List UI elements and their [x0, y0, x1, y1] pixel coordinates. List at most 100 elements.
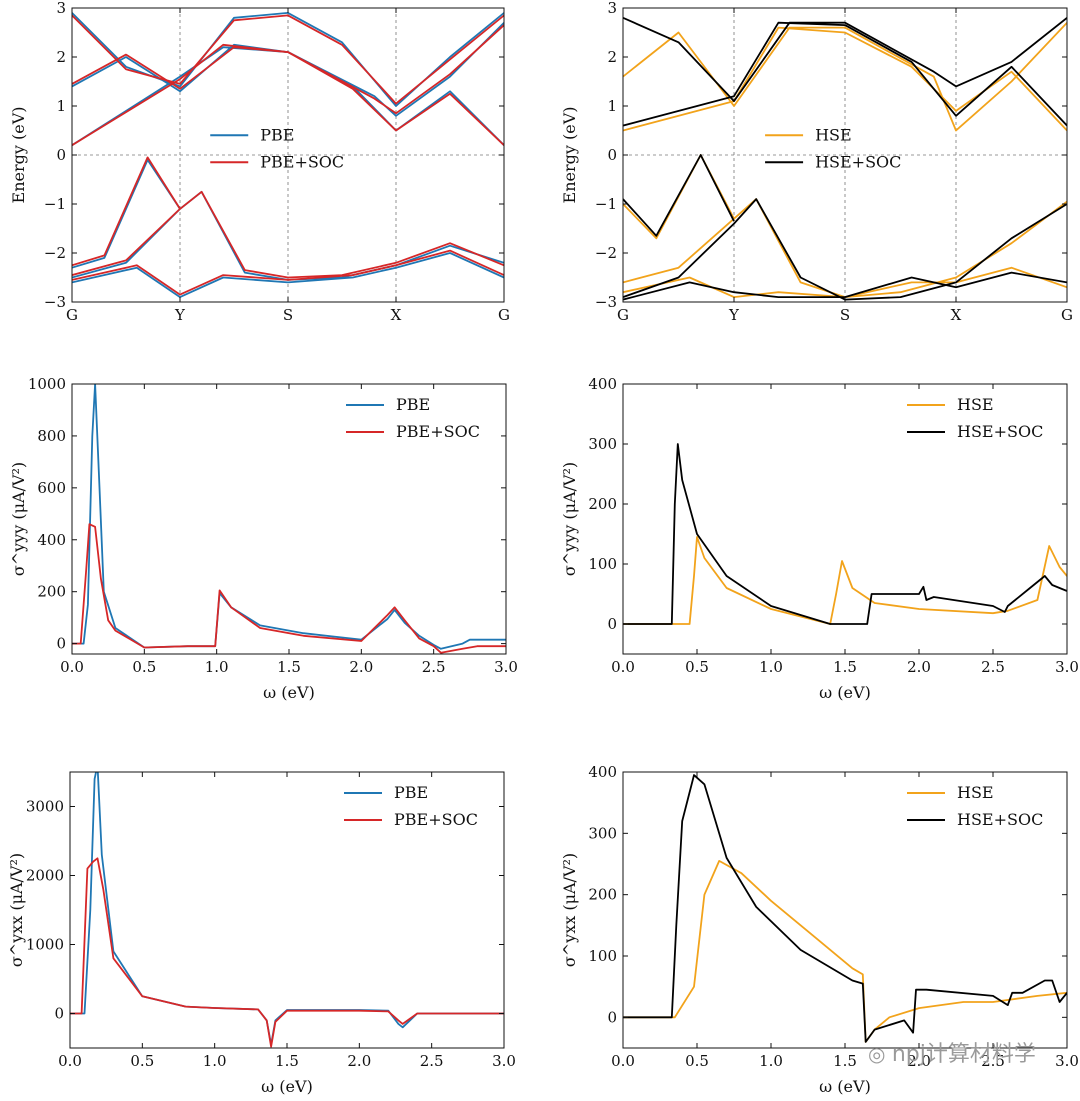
x-tick-label: G [1061, 306, 1073, 324]
series-line-pbe [72, 159, 181, 269]
x-tick-label: 2.5 [981, 1052, 1005, 1070]
y-tick-label: 800 [37, 427, 66, 445]
wechat-icon: ◎ [868, 1042, 892, 1066]
y-tick-label: 300 [588, 435, 617, 453]
series-line-pbe-soc [70, 857, 504, 1048]
series-line-pbe [72, 252, 504, 298]
y-tick-label: 400 [588, 375, 617, 393]
watermark: ◎ npj计算材料学 [868, 1036, 1036, 1068]
series-line-pbe-soc [72, 190, 504, 279]
x-tick-label: 3.0 [1055, 658, 1079, 676]
x-axis-label: ω (eV) [261, 1077, 313, 1096]
x-tick-label: 2.5 [422, 658, 446, 676]
legend-label: PBE [260, 125, 294, 144]
x-tick-label: 0.0 [60, 658, 84, 676]
x-tick-label: 0.5 [132, 658, 156, 676]
chart-panel-sigma-yxx-pbe: 0.0 0.5 1.0 1.5 2.0 2.5 3.0 0 1000 2000 3000 ω (eV)… [7, 771, 516, 1096]
y-tick-label: −3 [595, 293, 617, 311]
chart-panel-sigma-yxx-hse: 0.0 0.5 1.0 1.5 2.0 2.5 3.0 0 100 200 300 400 ω (eV)… [560, 763, 1079, 1096]
plot-area [623, 443, 1067, 625]
x-tick-label: X [951, 306, 962, 324]
series-line-pbe-soc [72, 24, 504, 115]
y-tick-label: 3000 [26, 798, 64, 816]
y-tick-label: 0 [56, 146, 66, 164]
x-axis-label: ω (eV) [819, 1077, 871, 1096]
series-line-pbe-soc [72, 14, 504, 105]
legend-label: HSE [957, 395, 994, 414]
series-line-hse [623, 860, 1067, 1043]
y-tick-label: 200 [37, 583, 66, 601]
x-tick-label: 2.0 [349, 658, 373, 676]
x-tick-label: 1.0 [203, 1052, 227, 1070]
y-tick-label: 300 [588, 824, 617, 842]
y-tick-label: 2000 [26, 867, 64, 885]
y-tick-label: 1000 [28, 375, 66, 393]
y-axis-label: σ^yxx (μA/V²) [7, 853, 26, 967]
y-tick-label: 200 [588, 886, 617, 904]
y-axis-label: Energy (eV) [560, 107, 579, 204]
series-line-hse-soc [623, 198, 1067, 301]
legend-label: HSE+SOC [957, 810, 1043, 829]
y-axis-label: σ^yyy (μA/V²) [560, 462, 579, 576]
chart-panel-sigma-yyy-pbe: 0.0 0.5 1.0 1.5 2.0 2.5 3.0 0 200 400 600 800 1000 ω … [9, 375, 518, 702]
x-tick-label: 3.0 [494, 658, 518, 676]
y-tick-label: 200 [588, 495, 617, 513]
series-line-pbe-soc [72, 156, 181, 267]
legend-label: PBE+SOC [260, 152, 344, 171]
x-axis-label: ω (eV) [263, 683, 315, 702]
x-tick-label: 1.5 [275, 1052, 299, 1070]
plot-area [70, 772, 504, 1048]
y-tick-label: −1 [44, 195, 66, 213]
y-tick-label: 2 [56, 48, 66, 66]
x-axis-label: ω (eV) [819, 683, 871, 702]
y-tick-label: 3 [56, 0, 66, 17]
x-tick-label: 0.5 [685, 658, 709, 676]
y-tick-label: 0 [607, 146, 617, 164]
series-line-hse-soc [623, 774, 1067, 1043]
x-tick-label: 2.0 [907, 1052, 931, 1070]
x-tick-label: 1.0 [759, 658, 783, 676]
plot-area [623, 774, 1067, 1043]
x-tick-label: Y [174, 306, 186, 324]
y-tick-label: 400 [37, 531, 66, 549]
y-tick-label: 1000 [26, 936, 64, 954]
x-tick-label: S [840, 306, 850, 324]
x-tick-label: 1.5 [277, 658, 301, 676]
legend-label: PBE+SOC [394, 810, 478, 829]
y-tick-label: 100 [588, 555, 617, 573]
x-tick-label: 3.0 [492, 1052, 516, 1070]
y-axis-label: σ^yyy (μA/V²) [9, 462, 28, 576]
x-tick-label: 1.0 [205, 658, 229, 676]
x-tick-label: Y [728, 306, 740, 324]
x-tick-label: 1.5 [833, 658, 857, 676]
x-tick-label: 2.0 [907, 658, 931, 676]
x-tick-label: 2.5 [420, 1052, 444, 1070]
y-tick-label: −1 [595, 195, 617, 213]
y-tick-label: −3 [44, 293, 66, 311]
x-tick-label: 0.0 [611, 658, 635, 676]
x-tick-label: 2.5 [981, 658, 1005, 676]
series-line-pbe [70, 772, 504, 1046]
x-tick-label: 0.5 [685, 1052, 709, 1070]
x-tick-label: 2.0 [347, 1052, 371, 1070]
series-line-hse [623, 22, 1067, 132]
y-tick-label: 0 [607, 615, 617, 633]
x-tick-label: G [66, 306, 78, 324]
series-line-pbe-soc [72, 249, 504, 296]
series-line-hse-soc [623, 21, 1067, 127]
y-tick-label: 0 [607, 1008, 617, 1026]
x-tick-label: 1.5 [833, 1052, 857, 1070]
series-line-hse-soc [623, 16, 1067, 102]
chart-panel-sigma-yyy-hse: 0.0 0.5 1.0 1.5 2.0 2.5 3.0 0 100 200 300 400 ω (eV)… [560, 375, 1079, 702]
series-line-hse [623, 536, 1067, 625]
legend-label: HSE [815, 125, 852, 144]
y-tick-label: −2 [595, 244, 617, 262]
y-tick-label: 1 [56, 97, 66, 115]
series-line-pbe-soc [72, 523, 506, 654]
legend-label: HSE+SOC [957, 422, 1043, 441]
legend-label: HSE+SOC [815, 152, 901, 171]
y-tick-label: 1 [607, 97, 617, 115]
